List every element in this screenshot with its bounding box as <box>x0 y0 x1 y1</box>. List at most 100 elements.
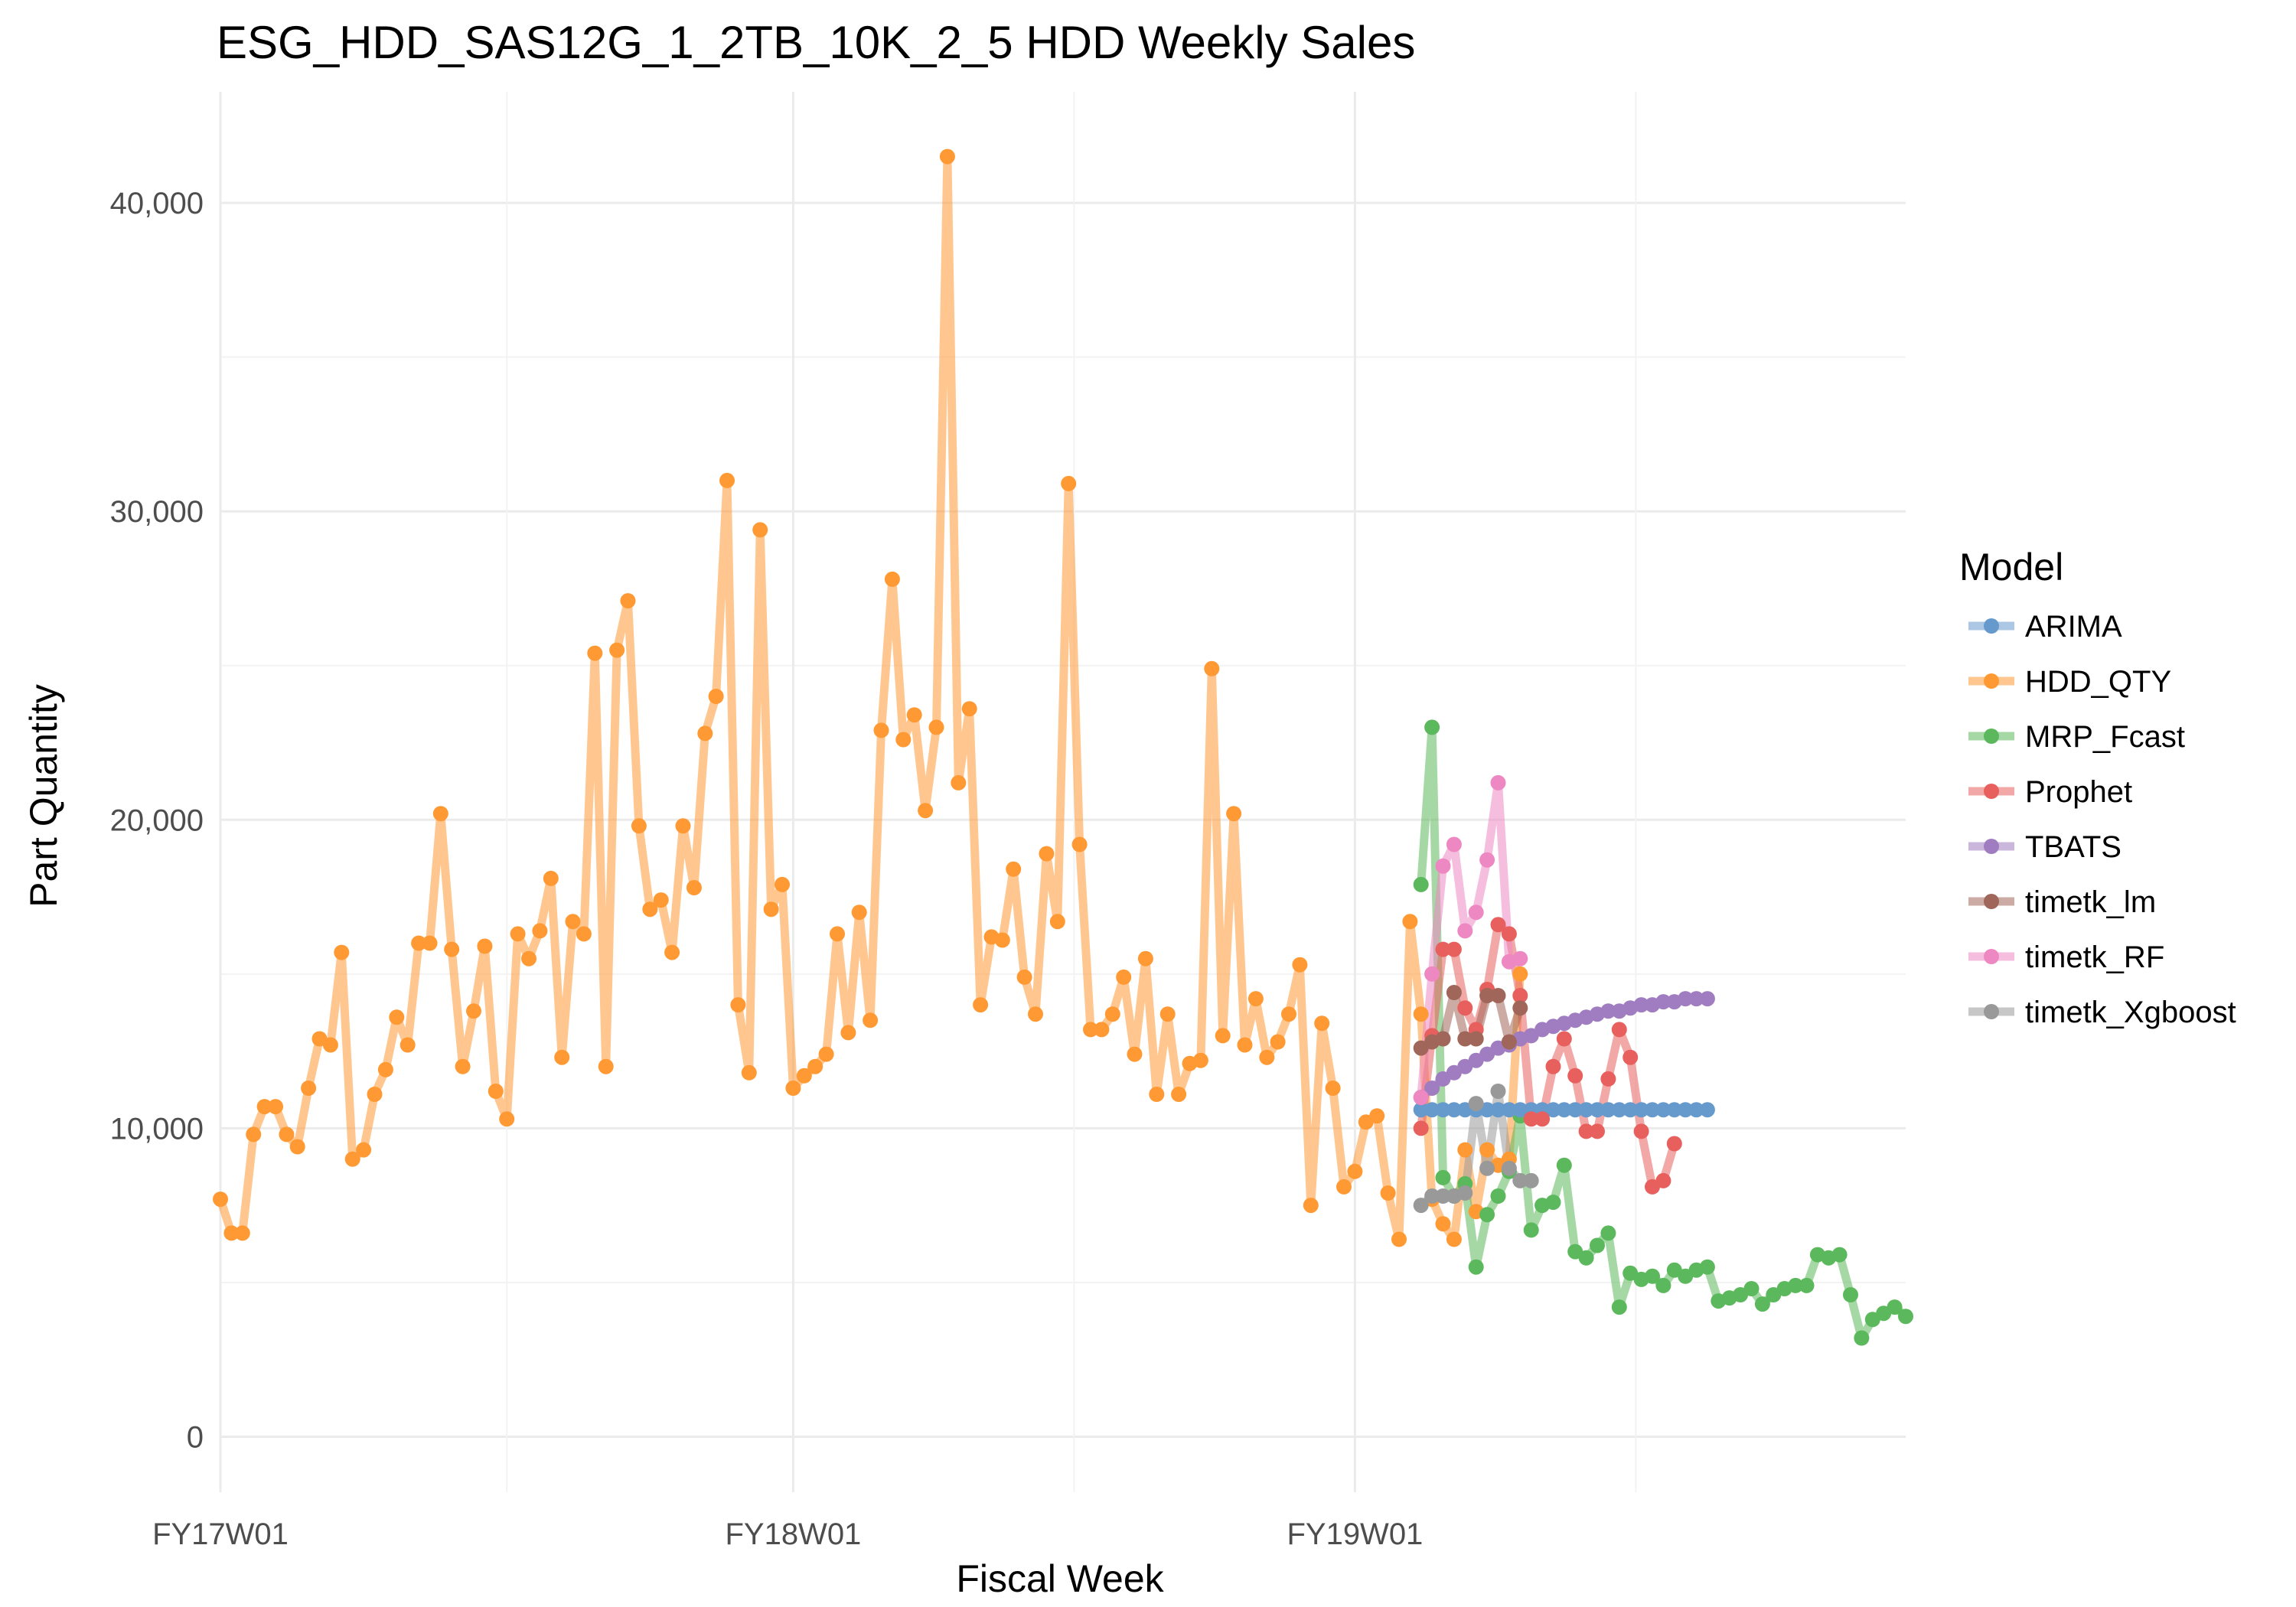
data-point-hdd-qty <box>653 892 669 908</box>
data-point-hdd-qty <box>1292 957 1308 973</box>
data-point-hdd-qty <box>840 1025 856 1041</box>
data-point-timetk-rf <box>1512 950 1528 966</box>
y-axis-label: Part Quantity <box>22 684 65 908</box>
data-point-hdd-qty <box>411 935 427 951</box>
data-point-hdd-qty <box>334 944 350 960</box>
data-point-hdd-qty <box>818 1046 834 1062</box>
data-point-hdd-qty <box>455 1058 471 1074</box>
data-point-hdd-qty <box>1347 1163 1363 1179</box>
data-point-hdd-qty <box>532 923 548 939</box>
data-point-hdd-qty <box>477 938 493 954</box>
data-point-tbats <box>1699 991 1715 1007</box>
data-point-tbats <box>1424 1081 1440 1096</box>
data-point-hdd-qty <box>1226 806 1242 822</box>
data-point-mrp-fcast <box>1556 1157 1572 1173</box>
series-line-hdd-qty <box>216 152 1525 1244</box>
data-point-hdd-qty <box>1006 861 1022 877</box>
data-point-timetk-rf <box>1435 858 1451 874</box>
data-point-prophet <box>1545 1058 1561 1074</box>
data-point-mrp-fcast <box>1590 1237 1605 1253</box>
data-point-hdd-qty <box>884 571 900 587</box>
data-point-hdd-qty <box>1171 1087 1187 1102</box>
data-point-mrp-fcast <box>1655 1277 1671 1293</box>
data-point-timetk-xgboost <box>1457 1185 1473 1201</box>
data-point-arima <box>1611 1102 1627 1118</box>
data-point-prophet <box>1512 988 1528 1003</box>
y-tick-label: 0 <box>187 1420 204 1454</box>
data-point-hdd-qty <box>1071 836 1088 852</box>
data-point-hdd-qty <box>367 1087 383 1102</box>
data-point-hdd-qty <box>1247 991 1264 1007</box>
legend-item-timetk-lm: timetk_lm <box>1968 885 2156 919</box>
x-tick-label: FY18W01 <box>725 1517 861 1551</box>
data-point-timetk-lm <box>1490 988 1506 1003</box>
data-point-hdd-qty <box>906 707 922 723</box>
legend-label: ARIMA <box>2025 610 2122 644</box>
legend-item-tbats: TBATS <box>1968 830 2122 864</box>
data-point-hdd-qty <box>1116 969 1132 985</box>
data-point-prophet <box>1556 1031 1572 1047</box>
y-tick-labels: 0 10,000 20,000 30,000 40,000 <box>110 187 204 1454</box>
series-lines <box>216 152 1910 1342</box>
data-point-hdd-qty <box>598 1058 614 1074</box>
legend-key-point <box>1984 839 1999 854</box>
data-point-hdd-qty <box>1479 1142 1495 1158</box>
data-point-mrp-fcast <box>1479 1207 1495 1223</box>
data-point-mrp-fcast <box>1743 1281 1760 1296</box>
data-point-prophet <box>1600 1071 1616 1087</box>
data-point-timetk-rf <box>1490 774 1506 790</box>
data-point-hdd-qty <box>752 522 768 538</box>
data-point-hdd-qty <box>1104 1006 1120 1022</box>
data-point-timetk-lm <box>1512 1000 1528 1016</box>
legend-title: Model <box>1959 546 2063 588</box>
data-point-hdd-qty <box>830 926 845 942</box>
data-point-prophet <box>1446 941 1462 957</box>
data-point-hdd-qty <box>213 1191 228 1208</box>
y-tick-label: 30,000 <box>110 495 204 529</box>
legend-item-arima: ARIMA <box>1968 610 2122 644</box>
data-point-timetk-lm <box>1446 985 1462 1000</box>
data-point-timetk-rf <box>1446 836 1462 852</box>
data-point-hdd-qty <box>268 1099 283 1115</box>
data-point-tbats <box>1655 994 1671 1010</box>
data-point-mrp-fcast <box>1435 1169 1451 1185</box>
legend-label: timetk_lm <box>2025 885 2156 919</box>
legend-item-prophet: Prophet <box>1968 775 2132 809</box>
legend-key-point <box>1984 949 1999 964</box>
data-point-hdd-qty <box>1016 969 1032 985</box>
data-point-arima <box>1446 1102 1462 1118</box>
data-point-mrp-fcast <box>1424 719 1440 735</box>
data-point-timetk-xgboost <box>1490 1084 1506 1099</box>
x-axis-label: Fiscal Week <box>956 1557 1164 1600</box>
legend-key-point <box>1984 784 1999 799</box>
data-point-tbats <box>1688 991 1704 1007</box>
data-point-hdd-qty <box>785 1081 801 1096</box>
data-point-arima <box>1678 1102 1694 1118</box>
legend-label: timetk_RF <box>2025 940 2164 974</box>
data-point-mrp-fcast <box>1799 1277 1815 1293</box>
series-points <box>213 148 1913 1346</box>
data-point-hdd-qty <box>576 926 592 942</box>
data-point-mrp-fcast <box>1545 1195 1561 1211</box>
data-point-mrp-fcast <box>1645 1268 1660 1284</box>
data-point-prophet <box>1655 1172 1671 1188</box>
data-point-hdd-qty <box>796 1068 812 1084</box>
data-point-arima <box>1545 1102 1561 1118</box>
data-point-hdd-qty <box>1049 914 1065 930</box>
data-point-hdd-qty <box>223 1225 240 1241</box>
data-point-timetk-xgboost <box>1501 1160 1517 1176</box>
data-point-hdd-qty <box>973 997 989 1013</box>
x-tick-label: FY17W01 <box>152 1517 289 1551</box>
data-point-hdd-qty <box>1413 1006 1429 1022</box>
data-point-hdd-qty <box>1028 1006 1043 1022</box>
data-point-hdd-qty <box>510 926 526 942</box>
data-point-mrp-fcast <box>1831 1247 1848 1263</box>
data-point-prophet <box>1490 917 1506 933</box>
data-point-hdd-qty <box>1270 1034 1286 1050</box>
legend-label: HDD_QTY <box>2025 665 2171 699</box>
legend-key-point <box>1984 894 1999 909</box>
data-point-mrp-fcast <box>1523 1222 1539 1238</box>
data-point-mrp-fcast <box>1600 1225 1616 1241</box>
legend-item-hdd-qty: HDD_QTY <box>1968 665 2171 699</box>
data-point-hdd-qty <box>1192 1052 1208 1068</box>
